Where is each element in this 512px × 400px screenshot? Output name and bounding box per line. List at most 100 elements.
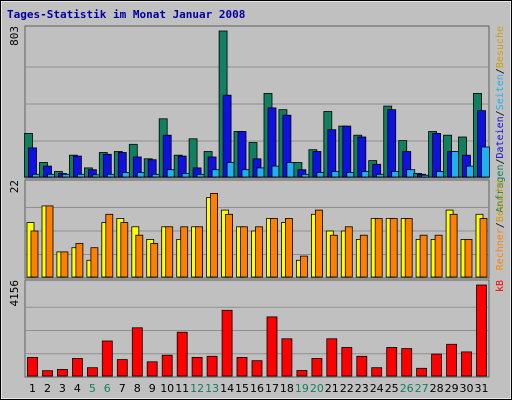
- bar-rechner-day-13: [210, 192, 219, 278]
- panel-bottom-legend: kB: [495, 280, 506, 292]
- bar-rechner-day-24: [374, 218, 383, 278]
- bar-kb-day-13: [206, 355, 218, 377]
- bar-rechner-day-27: [419, 234, 428, 278]
- bar-dateien-day-22: [342, 125, 352, 178]
- bar-kb-day-4: [72, 358, 83, 377]
- x-tick-label-24: 24: [370, 382, 384, 395]
- bar-kb-day-10: [161, 354, 173, 377]
- bar-rechner-day-26: [404, 218, 413, 278]
- bar-rechner-day-6: [105, 213, 114, 278]
- panel-middle: 22 Rechner/Besuche: [8, 179, 506, 279]
- bar-rechner-day-7: [120, 222, 129, 278]
- bar-rechner-day-30: [464, 238, 473, 278]
- bar-kb-day-21: [326, 338, 338, 377]
- bar-rechner-day-11: [180, 226, 189, 278]
- x-tick-label-5: 5: [89, 382, 96, 395]
- bar-rechner-day-25: [389, 218, 398, 278]
- x-tick-label-19: 19: [295, 382, 309, 395]
- bar-kb-day-5: [87, 367, 98, 377]
- bar-kb-day-30: [461, 351, 472, 377]
- bar-rechner-day-3: [60, 251, 69, 278]
- x-tick-label-17: 17: [265, 382, 279, 395]
- x-tick-label-14: 14: [220, 382, 234, 395]
- x-tick-label-1: 1: [29, 382, 36, 395]
- bar-rechner-day-19: [299, 255, 308, 278]
- bar-rechner-day-21: [329, 234, 338, 278]
- x-tick-label-13: 13: [205, 382, 219, 395]
- bar-rechner-day-23: [359, 234, 368, 278]
- bar-rechner-day-9: [150, 243, 159, 278]
- bar-kb-day-14: [221, 309, 233, 377]
- bar-kb-day-22: [341, 347, 353, 377]
- bar-kb-day-18: [281, 338, 293, 377]
- bar-rechner-day-31: [479, 218, 488, 278]
- x-tick-label-3: 3: [59, 382, 66, 395]
- x-tick-label-15: 15: [235, 382, 249, 395]
- bar-rechner-day-22: [344, 226, 353, 278]
- legend-entry: Seiten: [495, 74, 506, 110]
- bar-dateien-day-6: [102, 153, 112, 178]
- bar-rechner-day-8: [135, 234, 144, 278]
- legend-entry: /: [495, 110, 506, 116]
- panel-middle-legend: Rechner/Besuche: [495, 180, 506, 270]
- x-tick-label-31: 31: [475, 382, 489, 395]
- bar-kb-day-2: [42, 370, 53, 377]
- bar-kb-day-23: [356, 355, 368, 377]
- x-tick-label-30: 30: [460, 382, 474, 395]
- bar-kb-day-6: [101, 340, 113, 377]
- bar-dateien-day-28: [432, 132, 442, 178]
- panel-bottom: 4156 kB: [8, 279, 506, 378]
- bar-rechner-day-4: [75, 243, 84, 278]
- legend-entry: Anfragen: [495, 165, 506, 213]
- bar-rechner-day-5: [90, 247, 99, 278]
- bar-kb-day-19: [296, 370, 308, 377]
- legend-entry: Rechner: [495, 228, 506, 270]
- bar-dateien-day-1: [28, 147, 37, 178]
- chart-panels: 803 Anfragen/Dateien/Seiten/Besuche 22 Rech…: [8, 25, 506, 378]
- panel-top: 803 Anfragen/Dateien/Seiten/Besuche: [8, 25, 506, 213]
- bar-rechner-day-1: [30, 230, 39, 278]
- bar-rechner-day-16: [255, 226, 263, 278]
- bar-seiten-day-31: [481, 146, 490, 178]
- bar-kb-day-16: [251, 360, 263, 377]
- x-tick-label-28: 28: [430, 382, 444, 395]
- panel-top-legend: Anfragen/Dateien/Seiten/Besuche: [495, 26, 506, 213]
- bar-rechner-day-20: [314, 209, 323, 278]
- x-tick-label-18: 18: [280, 382, 294, 395]
- bar-kb-day-20: [311, 358, 323, 377]
- bar-kb-day-3: [57, 368, 68, 377]
- x-tick-label-23: 23: [355, 382, 369, 395]
- bar-dateien-day-23: [357, 136, 367, 178]
- bar-kb-day-7: [116, 359, 128, 377]
- bar-kb-day-27: [416, 367, 428, 377]
- x-tick-label-4: 4: [74, 382, 81, 395]
- panel-middle-max-label: 22: [8, 180, 21, 193]
- bar-kb-day-11: [176, 331, 188, 377]
- x-tick-label-2: 2: [44, 382, 51, 395]
- legend-entry: /: [495, 68, 506, 74]
- x-tick-label-16: 16: [250, 382, 264, 395]
- x-tick-label-7: 7: [119, 382, 126, 395]
- bar-kb-day-26: [401, 348, 413, 377]
- bar-kb-day-25: [386, 347, 398, 377]
- bar-rechner-day-10: [165, 226, 174, 278]
- bar-dateien-day-4: [73, 155, 82, 178]
- panel-top-max-label: 803: [8, 26, 21, 46]
- bar-kb-day-29: [446, 343, 458, 377]
- legend-entry: Besuche: [495, 26, 506, 68]
- x-tick-label-26: 26: [400, 382, 414, 395]
- bar-dateien-day-25: [387, 109, 397, 178]
- x-tick-label-22: 22: [340, 382, 354, 395]
- bar-rechner-day-17: [270, 218, 278, 278]
- panel-bottom-max-label: 4156: [8, 280, 21, 307]
- bar-kb-day-1: [27, 356, 38, 377]
- bar-rechner-day-12: [195, 226, 204, 278]
- bar-rechner-day-14: [225, 213, 234, 278]
- bar-rechner-day-28: [434, 234, 443, 278]
- bar-kb-day-12: [191, 356, 203, 377]
- x-tick-label-8: 8: [134, 382, 141, 395]
- legend-entry: /: [495, 159, 506, 165]
- x-tick-label-6: 6: [104, 382, 111, 395]
